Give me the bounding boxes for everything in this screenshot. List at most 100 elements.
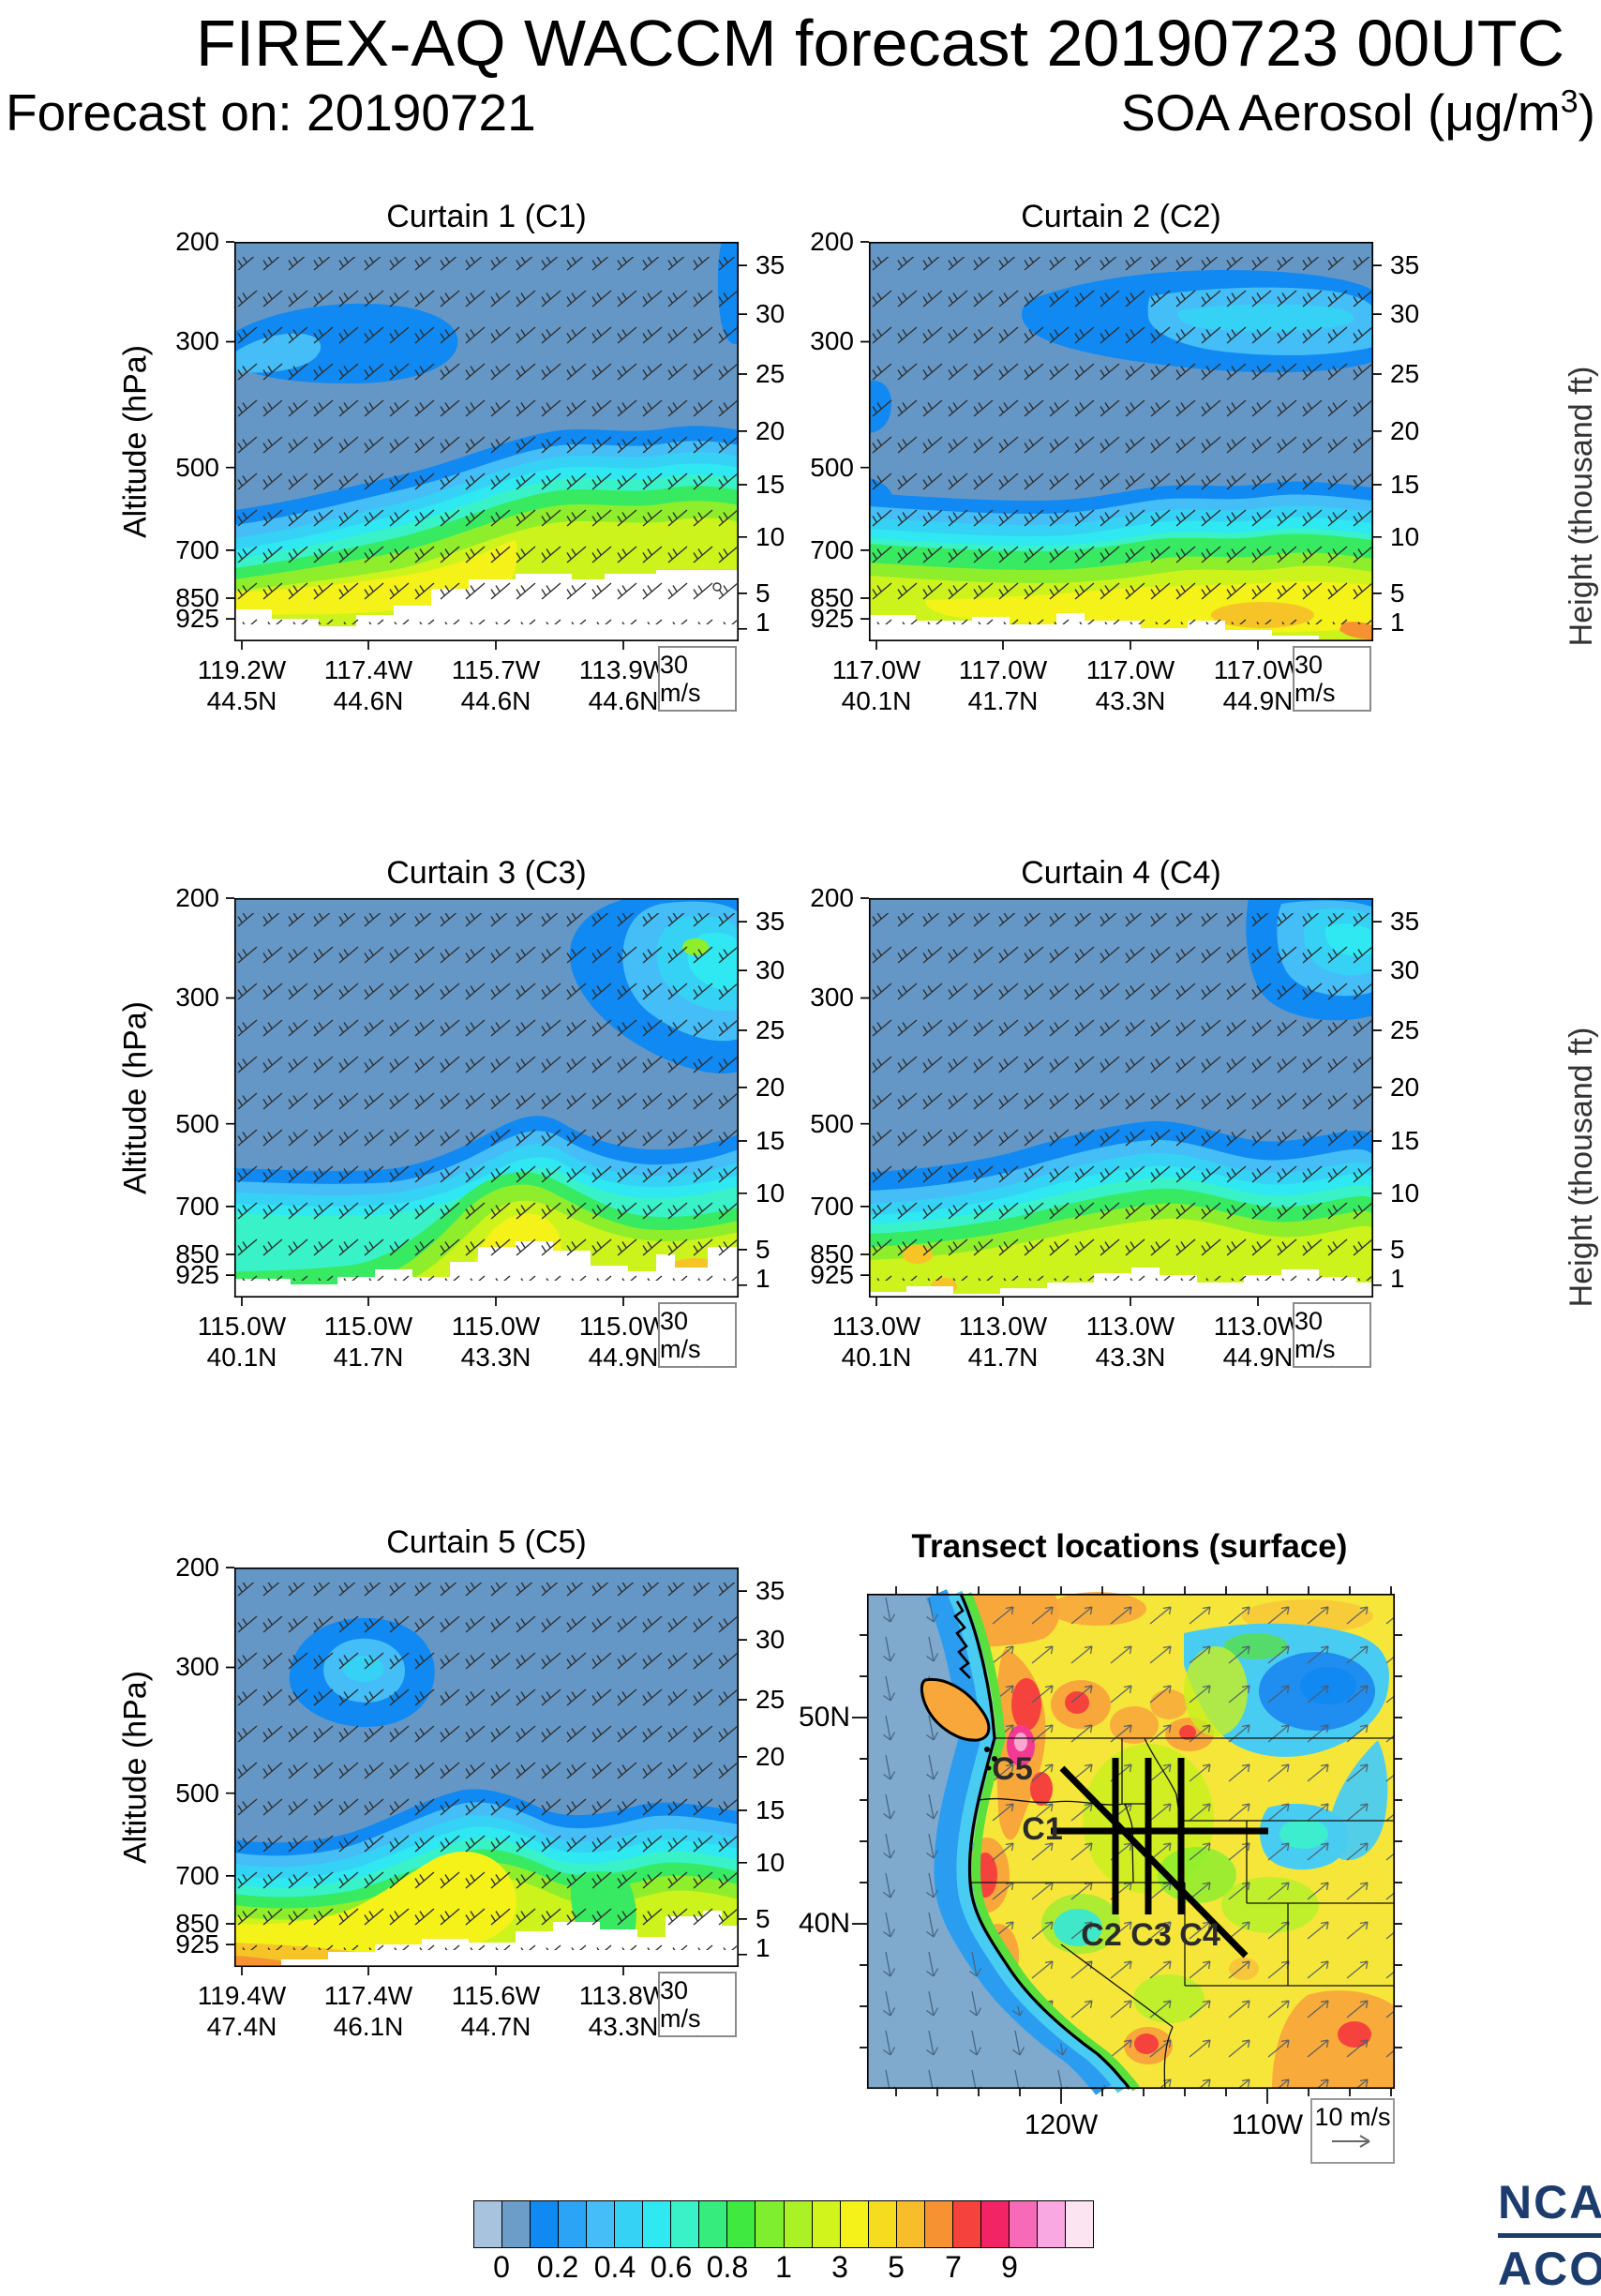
x-tick-label: 113.0W 43.3N [1085,1312,1175,1372]
pressure-tick: 300 [810,326,854,355]
colorbar-cell [812,2201,841,2247]
height-tick: 20 [756,1073,786,1102]
curtain-1-panel: Curtain 1 (C1) Altitude (hPa) 200 300 50… [118,199,786,715]
pressure-tick: 300 [175,1652,219,1681]
pressure-tick: 850 [175,583,219,612]
height-tick: 5 [756,1904,771,1933]
x-tick-label: 113.8W 43.3N [578,1981,668,2041]
species-label: SOA Aerosol (μg/m3) [937,83,1595,143]
pressure-tick: 700 [175,1861,219,1890]
pressure-tick: 200 [810,227,854,256]
wind-vector-legend: 10 m/s [1310,2098,1395,2164]
x-tick-label: 113.0W 40.1N [831,1312,921,1372]
altitude-axis-label: Altitude (hPa) [117,345,154,538]
colorbar-cell [699,2201,728,2247]
colorbar-cell [1009,2201,1038,2247]
pressure-tick: 500 [175,453,219,482]
height-tick: 35 [756,250,786,279]
pressure-tick: 700 [175,1192,219,1221]
colorbar-cell [615,2201,644,2247]
wind-barb-icon [1331,709,1333,710]
map-lat-tick: 50N [798,1702,850,1733]
colorbar-tick: 0.2 [536,2250,579,2284]
wind-barb-icon [696,2034,698,2035]
transect-map [852,1586,1402,2104]
height-tick: 5 [1390,578,1405,608]
pressure-tick: 300 [175,983,219,1012]
colorbar-cell [1037,2201,1066,2247]
wind-barb-legend: 30 m/s [658,1302,737,1368]
colorbar-tick: 3 [831,2250,848,2284]
height-axis-label-row2: Height (thousand ft) [1564,1027,1599,1308]
height-tick: 5 [756,1235,771,1264]
colorbar-cell [643,2201,672,2247]
x-tick-label: 115.7W 44.6N [451,655,541,715]
height-tick: 30 [1390,299,1420,328]
map-title: Transect locations (surface) [911,1528,1348,1565]
x-tick-label: 115.0W 44.9N [578,1312,668,1372]
wind-barb-legend: 30 m/s [658,1972,737,2037]
pressure-tick: 850 [175,1909,219,1938]
height-tick: 20 [756,1742,786,1771]
species-superscript: 3 [1560,83,1579,120]
height-tick: 1 [756,1933,771,1962]
pressure-tick: 700 [810,535,854,564]
x-tick-label: 117.0W 41.7N [958,655,1048,715]
x-tick-label: 119.4W 47.4N [197,1981,287,2041]
pressure-tick: 925 [175,604,219,633]
pressure-tick: 500 [810,1109,854,1138]
colorbar-cell [671,2201,700,2247]
pressure-tick: 300 [810,983,854,1012]
x-tick-label: 113.0W 41.7N [958,1312,1048,1372]
wind-barb-icon [1331,1365,1333,1366]
colorbar-cell [559,2201,588,2247]
x-tick-label: 113.0W 44.9N [1213,1312,1303,1372]
wind-barb-legend: 30 m/s [658,646,737,712]
pressure-tick: 500 [175,1109,219,1138]
colorbar-tick: 7 [945,2250,962,2284]
colorbar-tick: 9 [1001,2250,1018,2284]
x-tick-label: 117.0W 44.9N [1213,655,1303,715]
colorbar-cell [727,2201,756,2247]
height-tick: 25 [756,1685,786,1714]
height-tick: 10 [1390,522,1420,551]
curtain-3-panel: Curtain 3 (C3) Altitude (hPa) 200 300 50… [118,855,786,1372]
pressure-tick: 925 [810,604,854,633]
colorbar-tick: 0 [493,2250,510,2284]
pressure-tick: 500 [175,1778,219,1808]
colorbar-tick: 1 [775,2250,792,2284]
transect-label-c2: C2 [1081,1917,1122,1953]
x-tick-label: 115.0W 43.3N [451,1312,541,1372]
curtain-2-panel: Curtain 2 (C2) 200 300 500 700 850 925 3… [810,199,1419,715]
x-tick-label: 115.6W 44.7N [451,1981,541,2041]
x-tick-label: 117.4W 46.1N [323,1981,413,2041]
transect-label-c5: C5 [992,1751,1033,1787]
logo-divider [1498,2233,1601,2238]
colorbar-tick: 0.4 [593,2250,636,2284]
colorbar-cell [952,2201,981,2247]
curtain-4-title: Curtain 4 (C4) [1021,855,1221,891]
pressure-tick: 850 [175,1239,219,1268]
height-tick: 10 [756,1848,786,1877]
colorbar-cell [980,2201,1010,2247]
figure-title: FIREX-AQ WACCM forecast 20190723 00UTC [195,7,1565,80]
curtain-3-plot [226,897,747,1306]
height-tick: 20 [1390,416,1420,445]
x-tick-label: 119.2W 44.5N [197,655,287,715]
curtain-5-panel: Curtain 5 (C5) Altitude (hPa) 200 300 50… [118,1524,786,2041]
map-lon-tick: 110W [1231,2109,1304,2140]
height-tick: 25 [1390,359,1420,388]
curtain-5-plot [226,1567,747,1975]
species-prefix: SOA Aerosol (μg/m [1120,83,1561,142]
x-tick-label: 115.0W 40.1N [197,1312,287,1372]
height-tick: 25 [756,1015,786,1044]
curtain-1-plot [226,241,747,650]
colorbar-tick: 0.8 [706,2250,749,2284]
curtain-4-plot [860,897,1382,1306]
colorbar-cell [474,2201,503,2247]
curtain-2-title: Curtain 2 (C2) [1021,199,1221,234]
height-tick: 30 [1390,955,1420,984]
curtain-5-title: Curtain 5 (C5) [386,1524,587,1560]
x-tick-label: 117.4W 44.6N [323,655,413,715]
